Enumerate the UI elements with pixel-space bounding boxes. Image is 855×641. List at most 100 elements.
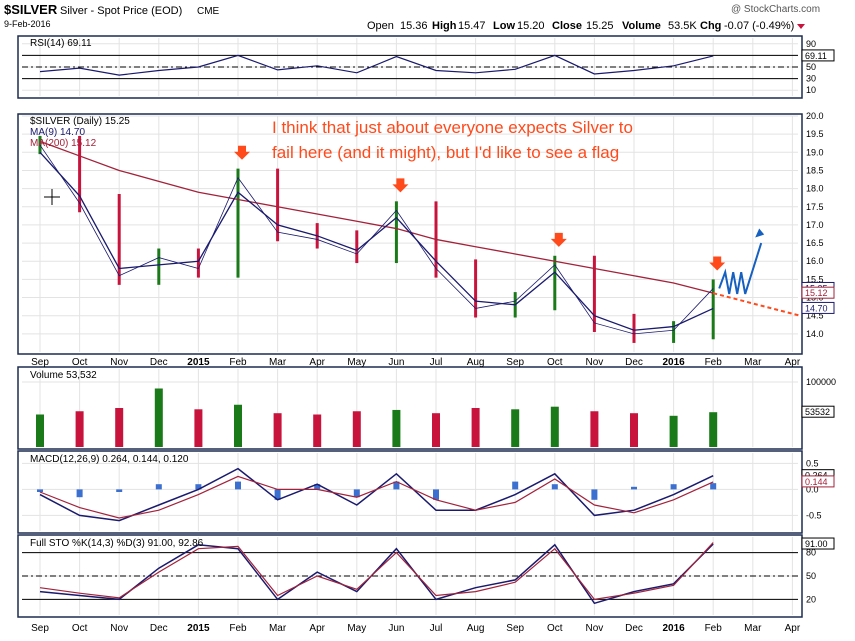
x-tick-label: Dec bbox=[150, 357, 168, 368]
x-tick-label: Oct bbox=[72, 357, 88, 368]
rsi-y-tick: 10 bbox=[806, 85, 816, 95]
macd-histogram-bar bbox=[353, 489, 360, 498]
symbol-name: Silver - Spot Price (EOD) bbox=[60, 5, 182, 17]
x-tick-label: Mar bbox=[269, 623, 287, 634]
macd-1-last-label: 0.144 bbox=[805, 477, 828, 487]
volume-bar bbox=[669, 415, 678, 447]
low-value: 15.20 bbox=[517, 20, 545, 32]
x-tick-label: 2016 bbox=[662, 623, 685, 634]
macd-y-tick: 0.5 bbox=[806, 458, 819, 468]
exchange-label: CME bbox=[197, 6, 220, 17]
price-y-tick: 14.0 bbox=[806, 329, 824, 339]
x-tick-label: Aug bbox=[467, 357, 485, 368]
macd-histogram-bar bbox=[116, 489, 123, 492]
volume-bar bbox=[432, 413, 440, 447]
x-tick-label: Apr bbox=[785, 357, 801, 368]
x-tick-label: Nov bbox=[586, 357, 604, 368]
x-tick-label: Jul bbox=[430, 357, 443, 368]
macd-histogram-bar bbox=[37, 489, 43, 492]
x-tick-label: Nov bbox=[110, 357, 128, 368]
low-label: Low bbox=[493, 20, 515, 32]
macd-panel-frame bbox=[17, 450, 803, 534]
panel-frames bbox=[17, 35, 803, 618]
volume-bar bbox=[392, 409, 401, 447]
x-tick-label: Nov bbox=[586, 623, 604, 634]
x-tick-label: Mar bbox=[744, 357, 762, 368]
x-tick-label: May bbox=[347, 623, 366, 634]
x-tick-label: Sep bbox=[506, 357, 524, 368]
annotation-line-1: I think that just about everyone expects… bbox=[272, 118, 633, 137]
sto-title: Full STO %K(14,3) %D(3) 91.00, 92.86 bbox=[30, 538, 204, 549]
x-tick-label: Dec bbox=[625, 623, 643, 634]
price-down-arrow bbox=[392, 178, 409, 193]
x-tick-label: May bbox=[347, 357, 366, 368]
rsi-y-tick: 90 bbox=[806, 39, 816, 49]
watermark: @ StockCharts.com bbox=[731, 4, 820, 15]
macd-histogram-bar bbox=[76, 489, 83, 498]
close-line bbox=[39, 144, 714, 335]
x-tick-label: Apr bbox=[785, 623, 801, 634]
x-tick-label: Feb bbox=[229, 623, 247, 634]
x-tick-label: Jun bbox=[388, 623, 404, 634]
macd-histogram-bar bbox=[591, 489, 598, 500]
dropdown-icon[interactable] bbox=[797, 24, 805, 29]
x-tick-label: Oct bbox=[72, 623, 88, 634]
projection-arrowhead bbox=[755, 228, 765, 238]
price-y-tick: 15.5 bbox=[806, 274, 824, 284]
volume-value: 53.5K bbox=[668, 20, 697, 32]
macd-histogram-bar bbox=[195, 484, 202, 490]
price-y-tick: 16.5 bbox=[806, 238, 824, 248]
x-tick-label: 2015 bbox=[187, 357, 210, 368]
price-y-tick: 20.0 bbox=[806, 111, 824, 121]
x-tick-label: Sep bbox=[31, 623, 49, 634]
volume-bar bbox=[115, 408, 124, 447]
x-tick-label: Oct bbox=[547, 357, 563, 368]
rsi-last-label: 69.11 bbox=[805, 51, 827, 61]
macd-histogram-bar bbox=[235, 481, 241, 490]
price-down-arrow bbox=[709, 256, 726, 271]
price-2-last-label: 14.70 bbox=[805, 303, 828, 313]
open-label: Open bbox=[367, 20, 394, 32]
ohlc-readout: Open 15.36 High 15.47 Low 15.20 Close 15… bbox=[367, 20, 794, 32]
volume-bar bbox=[194, 409, 203, 447]
macd-histogram-bar bbox=[512, 481, 519, 490]
high-value: 15.47 bbox=[458, 20, 486, 32]
x-tick-label: Jul bbox=[430, 623, 443, 634]
price-y-tick: 19.0 bbox=[806, 147, 824, 157]
volume-bar bbox=[709, 412, 718, 447]
x-tick-label: Nov bbox=[110, 623, 128, 634]
rsi-panel-frame bbox=[17, 35, 803, 99]
x-tick-label: Feb bbox=[229, 357, 247, 368]
ma200-line bbox=[39, 140, 714, 294]
x-tick-label: Apr bbox=[309, 357, 325, 368]
price-y-tick: 17.0 bbox=[806, 220, 824, 230]
volume-bar bbox=[234, 404, 242, 447]
volume-label: Volume bbox=[622, 20, 661, 32]
rsi-line bbox=[39, 54, 714, 76]
price-y-tick: 16.0 bbox=[806, 256, 824, 266]
x-tick-label: Mar bbox=[744, 623, 762, 634]
annotation-line-2: fail here (and it might), but I'd like t… bbox=[272, 143, 619, 162]
x-tick-label: Aug bbox=[467, 623, 485, 634]
macd-histogram-bar bbox=[551, 484, 558, 490]
volume-bar bbox=[352, 411, 361, 447]
macd-histogram-bar bbox=[670, 484, 677, 490]
price-1-last-label: 15.12 bbox=[805, 288, 828, 298]
symbol-title: $SILVER bbox=[4, 2, 58, 17]
x-axis-bottom: Sep Oct Nov Dec 2015 Feb Mar Apr May Jun Jul Aug Sep… bbox=[31, 623, 801, 634]
price-down-arrow bbox=[550, 232, 567, 247]
volume-bar bbox=[154, 388, 163, 447]
rsi-last-box bbox=[801, 49, 835, 62]
volume-bar bbox=[273, 413, 282, 447]
price-title: $SILVER (Daily) 15.25 bbox=[30, 116, 130, 127]
macd-y-tick: 0.0 bbox=[806, 484, 819, 494]
ma9-line bbox=[39, 151, 714, 331]
open-value: 15.36 bbox=[400, 20, 428, 32]
chg-label: Chg bbox=[700, 20, 721, 32]
sto-panel-frame bbox=[17, 534, 803, 618]
x-tick-label: Apr bbox=[309, 623, 325, 634]
volume-bar bbox=[511, 409, 520, 447]
sto-last-box bbox=[801, 537, 835, 550]
x-tick-label: Sep bbox=[506, 623, 524, 634]
volume-last-label: 53532 bbox=[805, 407, 830, 417]
